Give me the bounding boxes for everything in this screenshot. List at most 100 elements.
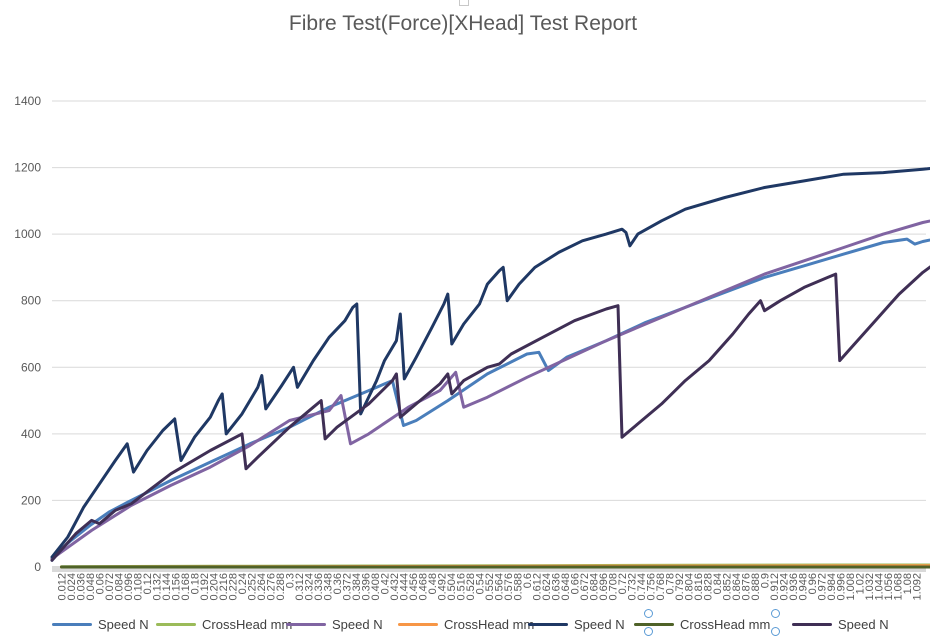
- x-tick-label: 0.372: [342, 573, 354, 601]
- x-tick-label: 1.068: [893, 573, 905, 601]
- x-tick-label: 0.168: [180, 573, 192, 601]
- x-tick-label: 0.54: [475, 573, 487, 594]
- x-tick-label: 0.012: [57, 573, 69, 601]
- x-tick-label: 0.636: [551, 573, 563, 601]
- legend-swatch: [52, 622, 92, 626]
- legend-label: CrossHead mm: [202, 616, 293, 632]
- y-tick-label: 200: [21, 493, 41, 507]
- x-tick-label: 0.552: [484, 573, 496, 601]
- x-tick-label: 0.048: [85, 573, 97, 601]
- legend-item[interactable]: Speed N: [286, 615, 383, 633]
- x-tick-label: 0.864: [731, 573, 743, 601]
- x-tick-label: 1.044: [874, 573, 886, 601]
- x-tick-label: 0.792: [674, 573, 686, 601]
- x-tick-label: 0.66: [570, 573, 582, 594]
- chart-title: Fibre Test(Force)[XHead] Test Report: [288, 12, 638, 35]
- x-tick-label: 0.42: [380, 573, 392, 594]
- x-tick-label: 0.084: [114, 573, 126, 601]
- x-tick-label: 0.756: [646, 573, 658, 601]
- x-tick-label: 0.312: [294, 573, 306, 601]
- x-tick-label: 0.468: [418, 573, 430, 601]
- x-tick-label: 0.252: [247, 573, 259, 601]
- legend-label: Speed N: [332, 616, 383, 632]
- x-tick-label: 1.08: [902, 573, 914, 594]
- chart-top-resize-handle[interactable]: [459, 0, 469, 6]
- x-tick-label: 0.072: [104, 573, 116, 601]
- legend-label: Speed N: [574, 616, 625, 632]
- x-tick-label: 0.732: [627, 573, 639, 601]
- x-tick-label: 0.504: [446, 573, 458, 601]
- x-tick-label: 0.216: [218, 573, 230, 601]
- x-tick-label: 0.432: [389, 573, 401, 601]
- x-tick-label: 1.092: [912, 573, 924, 601]
- x-tick-label: 0.708: [608, 573, 620, 601]
- x-tick-label: 1.008: [845, 573, 857, 601]
- legend-swatch: [398, 622, 438, 626]
- x-tick-label: 0.132: [152, 573, 164, 601]
- legend-item[interactable]: CrossHead mm: [398, 615, 534, 633]
- legend-item[interactable]: CrossHead mm: [156, 615, 292, 633]
- x-tick-label: 0.924: [779, 573, 791, 601]
- x-tick-label: 0.696: [598, 573, 610, 601]
- x-tick-label: 0.72: [617, 573, 629, 594]
- x-tick-label: 0.444: [399, 573, 411, 601]
- selection-handle[interactable]: [771, 609, 780, 618]
- x-tick-label: 0.672: [579, 573, 591, 601]
- x-tick-label: 0.348: [323, 573, 335, 601]
- legend-item[interactable]: Speed N: [792, 615, 889, 633]
- legend: Speed N CrossHead mm Speed N CrossHead mm Sp…: [52, 615, 922, 635]
- x-tick-label: 0.828: [703, 573, 715, 601]
- y-tick-label: 1400: [14, 94, 41, 108]
- x-tick-label: 0.12: [142, 573, 154, 594]
- x-tick-label: 0.9: [760, 573, 772, 588]
- x-tick-label: 0.588: [513, 573, 525, 601]
- x-tick-label: 0.204: [209, 573, 221, 601]
- x-tick-label: 0.108: [133, 573, 145, 601]
- x-tick-label: 0.744: [636, 573, 648, 601]
- series-line[interactable]: [50, 166, 930, 559]
- x-tick-label: 0.492: [437, 573, 449, 601]
- legend-label: CrossHead mm: [680, 616, 771, 632]
- legend-swatch: [156, 622, 196, 626]
- x-tick-label: 0.396: [361, 573, 373, 601]
- series-line[interactable]: [50, 224, 930, 562]
- x-tick-label: 0.624: [541, 573, 553, 601]
- x-tick-label: 0.18: [190, 573, 202, 594]
- x-tick-label: 0.3: [285, 573, 297, 588]
- x-tick-label: 0.276: [266, 573, 278, 601]
- x-tick-label: 0.48: [427, 573, 439, 594]
- x-tick-label: 0.06: [95, 573, 107, 594]
- x-tick-label: 0.096: [123, 573, 135, 601]
- legend-item[interactable]: CrossHead mm: [634, 615, 770, 633]
- x-tick-label: 0.996: [836, 573, 848, 601]
- y-tick-label: 600: [21, 360, 41, 374]
- x-tick-label: 0.888: [750, 573, 762, 601]
- x-tick-label: 0.324: [304, 573, 316, 601]
- legend-item[interactable]: Speed N: [528, 615, 625, 633]
- x-tick-label: 0.96: [807, 573, 819, 594]
- legend-label: CrossHead mm: [444, 616, 535, 632]
- legend-item[interactable]: Speed N: [52, 615, 149, 633]
- x-tick-label: 0.768: [655, 573, 667, 601]
- x-tick-label: 0.852: [722, 573, 734, 601]
- x-tick-label: 0.288: [275, 573, 287, 601]
- x-tick-label: 0.36: [332, 573, 344, 594]
- selection-handle[interactable]: [644, 627, 653, 636]
- x-tick-label: 0.192: [199, 573, 211, 601]
- selection-handle[interactable]: [771, 627, 780, 636]
- y-tick-label: 800: [21, 294, 41, 308]
- x-tick-label: 0.528: [465, 573, 477, 601]
- x-tick-label: 0.912: [769, 573, 781, 601]
- x-tick-label: 0.948: [798, 573, 810, 601]
- x-tick-label: 0.144: [161, 573, 173, 601]
- legend-label: Speed N: [838, 616, 889, 632]
- x-tick-label: 0.612: [532, 573, 544, 601]
- x-tick-label: 0.816: [693, 573, 705, 601]
- series-line[interactable]: [50, 216, 930, 561]
- x-tick-label: 0.036: [76, 573, 88, 601]
- x-tick-label: 0.648: [560, 573, 572, 601]
- x-tick-label: 0.876: [741, 573, 753, 601]
- x-tick-label: 0.24: [237, 573, 249, 594]
- selection-handle[interactable]: [644, 609, 653, 618]
